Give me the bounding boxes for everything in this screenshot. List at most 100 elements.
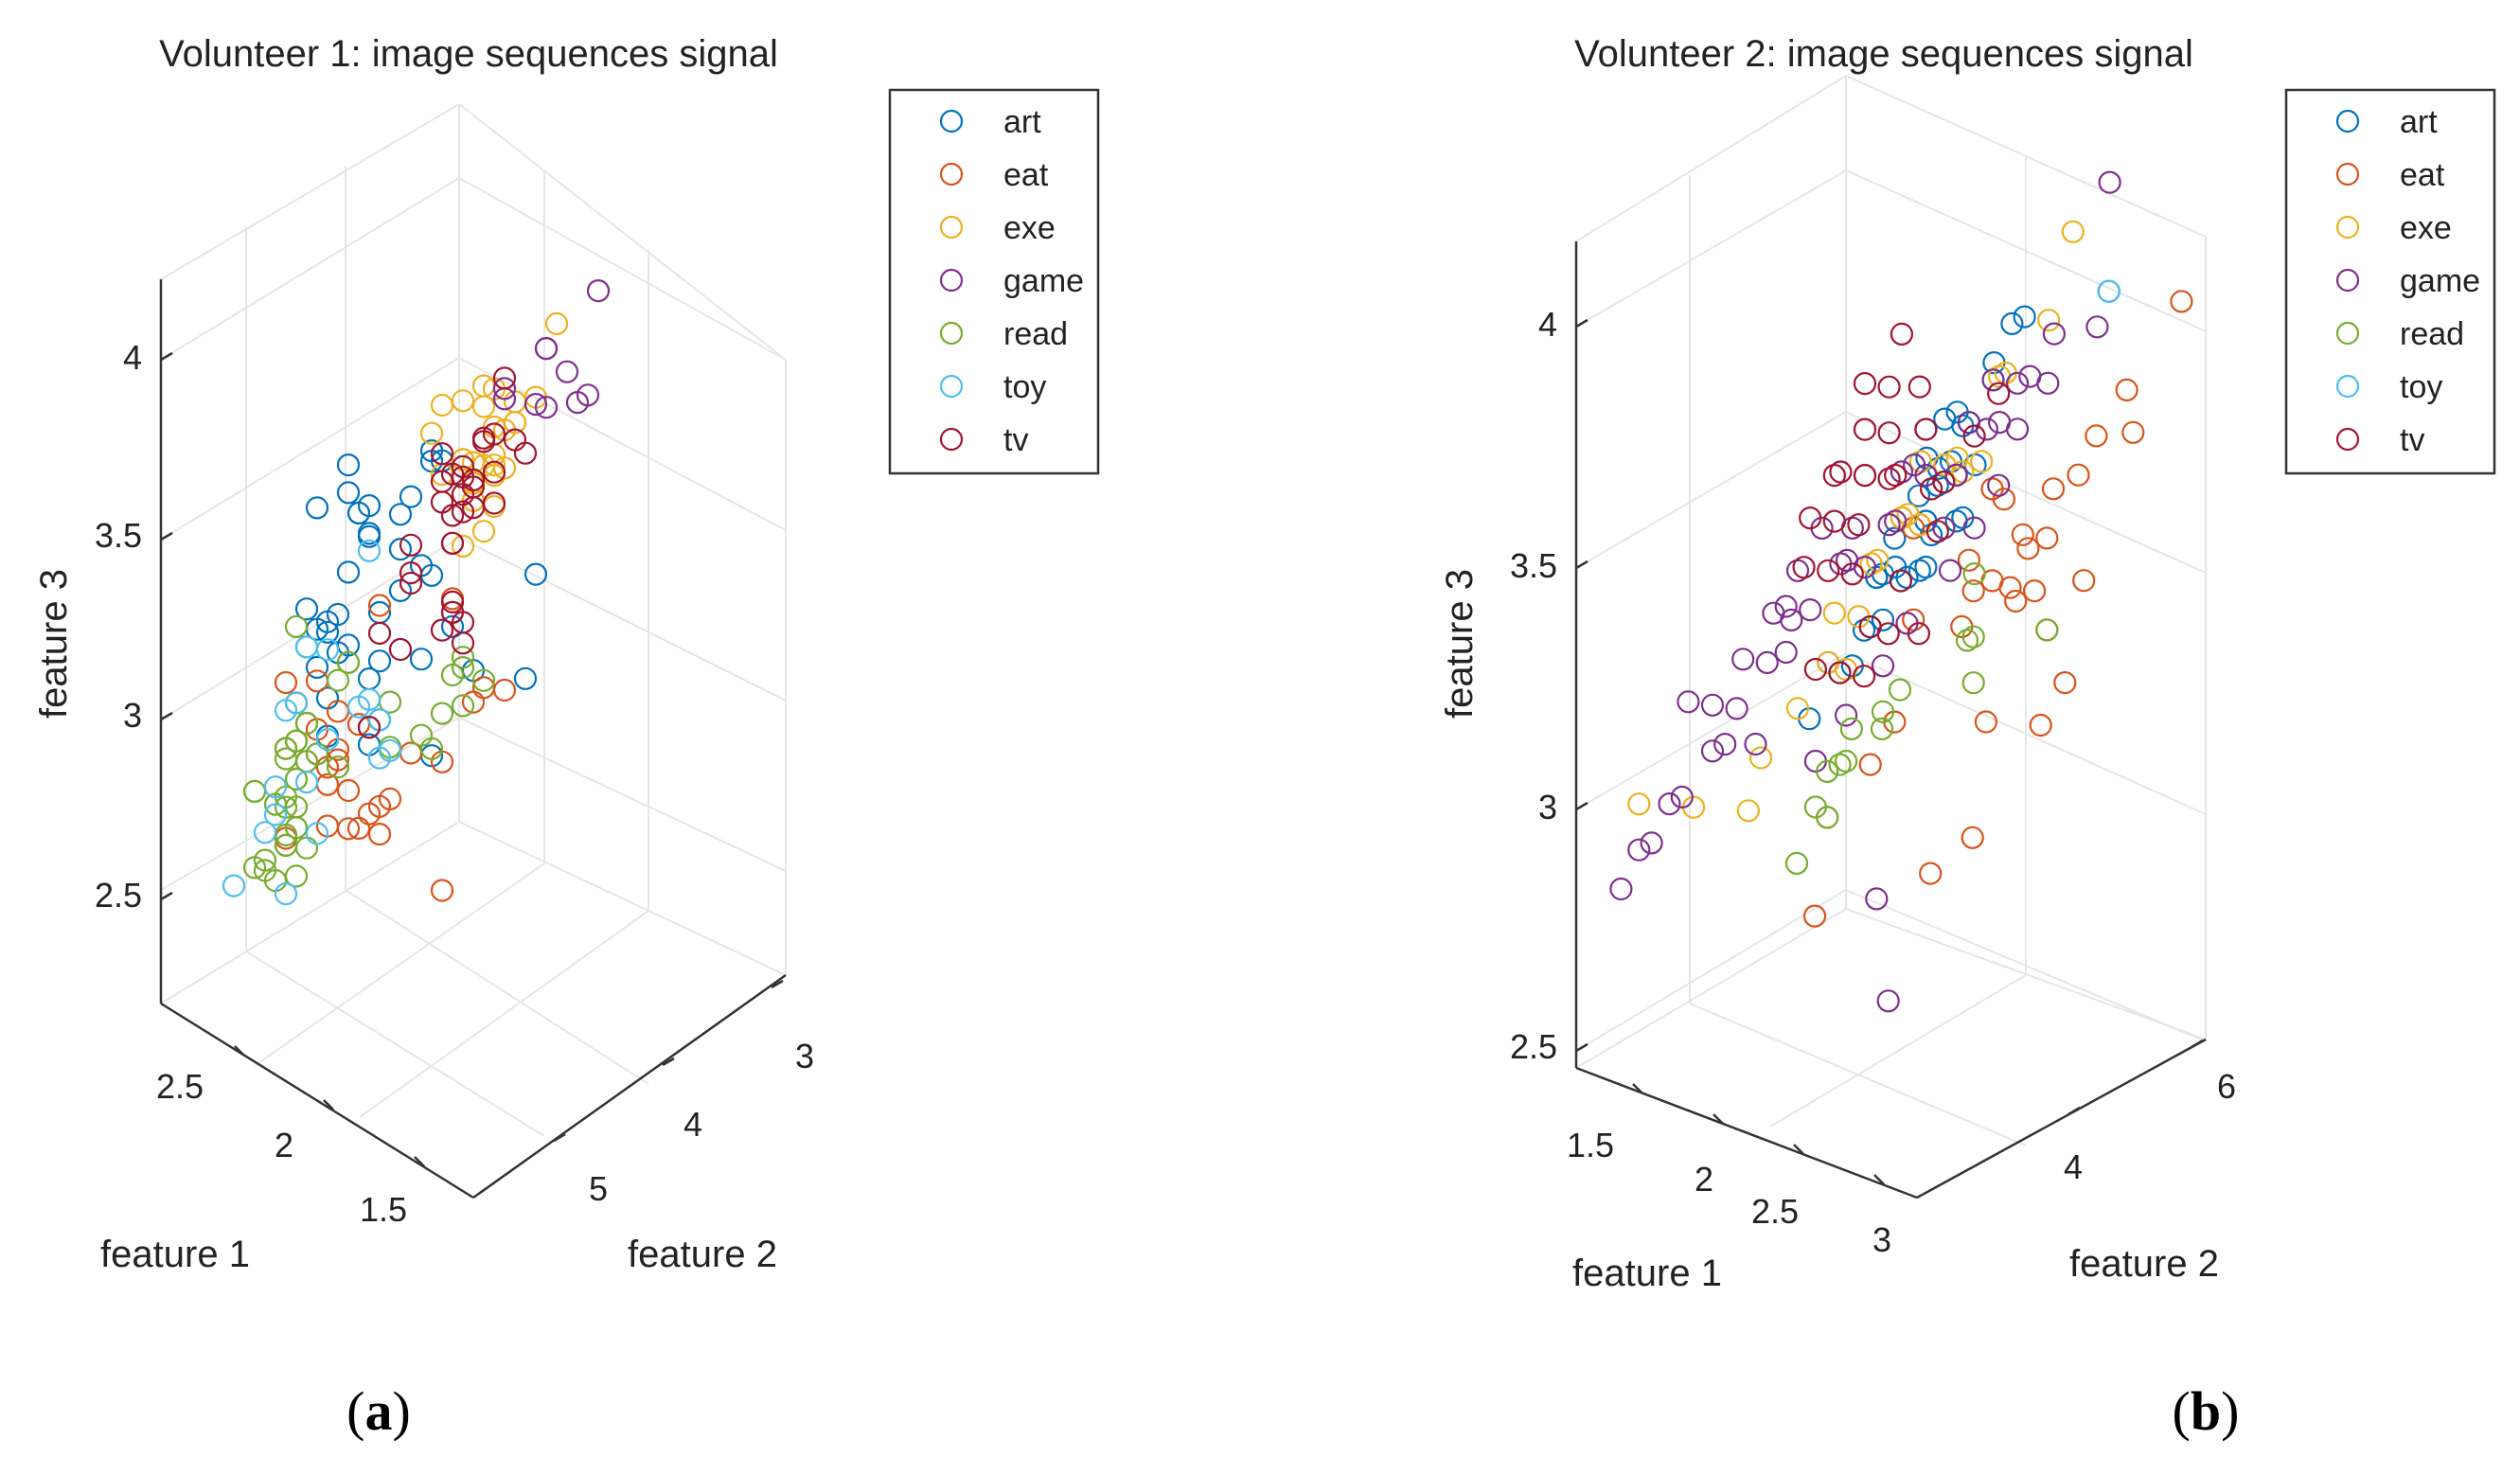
- data-point-toy: [294, 635, 319, 659]
- panel-a-xtick: 2: [275, 1126, 293, 1164]
- data-point-tv: [1817, 559, 1840, 582]
- data-point-art: [388, 537, 413, 561]
- data-point-exe: [419, 421, 444, 445]
- data-point-eat: [2023, 578, 2047, 603]
- data-point-tv: [1877, 375, 1901, 399]
- legend-marker-eat: [939, 162, 964, 187]
- data-point-tv: [388, 637, 413, 662]
- data-point-tv: [1828, 661, 1852, 684]
- data-point-tv: [513, 441, 538, 465]
- data-point-tv: [1962, 424, 1986, 448]
- data-point-game: [1731, 648, 1755, 671]
- panel-a-title: Volunteer 1: image sequences signal: [159, 33, 778, 75]
- data-point-eat: [336, 778, 361, 803]
- legend-label-read: read: [2400, 316, 2464, 352]
- data-point-read: [1816, 759, 1839, 784]
- data-point-read: [326, 668, 350, 692]
- data-point-art: [1907, 484, 1931, 507]
- panel-b-xtick: 2: [1695, 1160, 1713, 1199]
- data-point-game: [1658, 791, 1681, 816]
- panel-b-ytick: 4: [2064, 1147, 2083, 1186]
- data-point-tv: [1853, 418, 1877, 441]
- data-point-read: [1839, 717, 1863, 741]
- data-point-eat: [274, 670, 298, 695]
- data-point-game: [2036, 371, 2060, 395]
- data-point-eat: [2115, 378, 2138, 401]
- data-point-toy: [378, 738, 402, 762]
- data-point-exe: [1970, 450, 1994, 473]
- panel-b-ztick: 4: [1538, 305, 1557, 344]
- data-point-read: [284, 816, 309, 840]
- legend-marker-read: [939, 321, 964, 346]
- data-point-tv: [399, 571, 423, 595]
- data-point-eat: [2067, 463, 2090, 487]
- panel-a-ytick: 4: [683, 1105, 702, 1144]
- data-point-art: [399, 485, 423, 508]
- data-point-toy: [346, 695, 371, 719]
- data-point-art: [440, 614, 465, 638]
- data-point-tv: [1907, 622, 1931, 646]
- panel-a-xlabel: feature 1: [100, 1234, 250, 1275]
- legend-marker-toy: [2335, 374, 2360, 399]
- panel-b-ztick: 3: [1538, 788, 1557, 826]
- panel-b-ztick: 2.5: [1510, 1027, 1557, 1066]
- data-point-game: [1975, 418, 1998, 441]
- data-point-toy: [294, 770, 319, 794]
- data-point-game: [1938, 559, 1962, 582]
- data-point-eat: [1974, 710, 1997, 734]
- data-point-tv: [430, 442, 454, 466]
- data-point-game: [1780, 608, 1803, 632]
- data-point-exe: [1822, 601, 1846, 625]
- data-point-game: [534, 396, 559, 419]
- data-point-read: [1962, 561, 1986, 586]
- legend-label-tv: tv: [1003, 422, 1028, 458]
- legend-marker-art: [939, 109, 964, 133]
- data-point-game: [2098, 170, 2121, 194]
- data-point-game: [1713, 732, 1737, 756]
- data-point-game: [1700, 693, 1725, 717]
- data-point-tv: [1853, 464, 1877, 488]
- panel-a-ztick: 3.5: [95, 516, 142, 555]
- legend-marker-art: [2335, 109, 2360, 133]
- data-point-game: [1877, 513, 1901, 537]
- data-point-game: [1884, 509, 1908, 533]
- data-point-eat: [1858, 753, 1882, 776]
- data-point-art: [2013, 305, 2036, 329]
- data-point-game: [1853, 555, 1877, 579]
- legend-label-game: game: [2400, 263, 2480, 299]
- data-point-game: [1987, 473, 2011, 497]
- panel-b-grid: [1575, 75, 2207, 1146]
- data-point-exe: [1866, 548, 1890, 572]
- legend-marker-read: [2335, 321, 2360, 346]
- data-point-tv: [482, 460, 506, 484]
- data-point-toy: [274, 699, 298, 722]
- data-point-tv: [451, 611, 475, 634]
- panel-a-ztick: 3: [123, 696, 142, 735]
- data-point-read: [284, 614, 309, 639]
- data-point-art: [336, 453, 361, 477]
- panel-b-ylabel: feature 2: [2069, 1243, 2219, 1285]
- data-point-tv: [451, 500, 475, 524]
- data-point-eat: [2011, 523, 2034, 546]
- data-point-game: [1962, 516, 1986, 540]
- legend-label-toy: toy: [1003, 369, 1046, 405]
- data-point-art: [305, 496, 329, 520]
- data-point-tv: [399, 533, 423, 557]
- data-point-read: [409, 723, 434, 747]
- data-point-read: [326, 755, 350, 779]
- data-point-eat: [1961, 579, 1985, 603]
- panel-b-axes: [1574, 241, 2207, 1199]
- data-point-game: [524, 393, 548, 417]
- data-point-tv: [1853, 372, 1877, 396]
- panel-b-title: Volunteer 2: image sequences signal: [1574, 33, 2193, 75]
- data-point-game: [2006, 371, 2030, 395]
- data-point-game: [1744, 732, 1767, 756]
- legend-marker-game: [2335, 268, 2360, 293]
- panel-a-xtick: 1.5: [360, 1190, 407, 1229]
- data-point-tv: [440, 531, 465, 555]
- data-point-game: [534, 337, 559, 361]
- data-point-exe: [451, 534, 475, 559]
- data-point-game: [1799, 597, 1822, 622]
- data-point-tv: [1987, 382, 2011, 405]
- data-point-tv: [1803, 657, 1828, 682]
